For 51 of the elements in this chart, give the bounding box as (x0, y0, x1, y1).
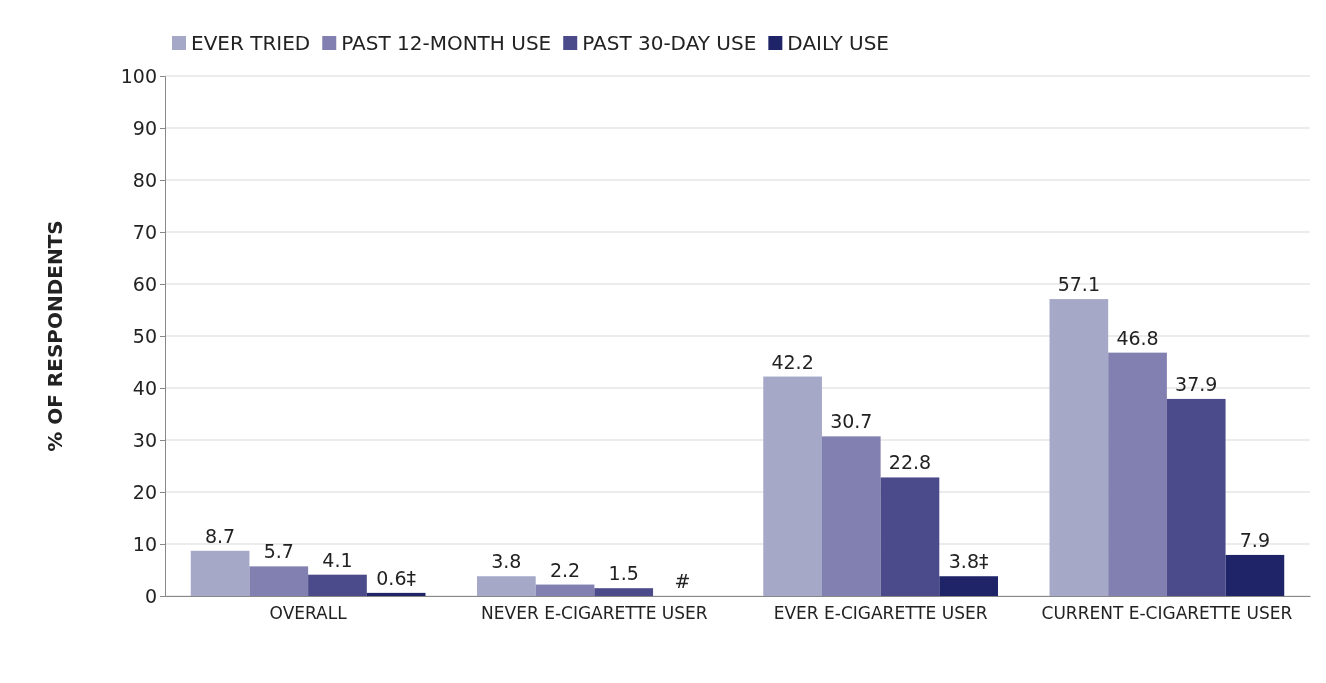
bar (594, 588, 654, 596)
data-label: 5.7 (263, 540, 294, 563)
bar (1225, 554, 1285, 596)
y-tick-label: 50 (132, 324, 157, 347)
data-label: 3.8 (491, 550, 522, 573)
data-label: 22.8 (888, 451, 932, 474)
bar (763, 376, 822, 596)
y-tick-label: 80 (132, 168, 157, 191)
data-label: 30.7 (830, 410, 873, 433)
data-label: 1.5 (608, 562, 639, 585)
x-tick-label: NEVER E-CIGARETTE USER (481, 603, 708, 624)
data-label: 42.2 (771, 350, 814, 373)
bar (249, 566, 309, 596)
legend-label: DAILY USE (787, 31, 890, 55)
bar (308, 574, 367, 596)
bar (1166, 398, 1226, 596)
bar (535, 584, 595, 596)
y-tick-label: 0 (144, 584, 157, 607)
data-label: 4.1 (322, 548, 353, 571)
legend-label: EVER TRIED (191, 31, 311, 55)
y-tick-label: 20 (132, 480, 157, 503)
bar (821, 436, 881, 596)
x-tick-label: OVERALL (269, 603, 348, 624)
bar (366, 592, 426, 596)
data-label: 2.2 (549, 558, 581, 581)
y-axis-title: % OF RESPONDENTS (43, 220, 67, 452)
data-label: 0.6‡ (376, 566, 417, 589)
y-tick-label: 90 (132, 116, 157, 139)
data-label: 8.7 (204, 524, 236, 547)
bar (939, 576, 998, 596)
bar (1108, 352, 1167, 596)
data-label: 3.8‡ (948, 550, 989, 573)
y-tick-label: 60 (132, 272, 157, 295)
data-label: 37.9 (1175, 372, 1218, 395)
data-label: 7.9 (1239, 528, 1271, 551)
legend-label: PAST 30-DAY USE (582, 31, 757, 55)
data-label: 57.1 (1057, 273, 1101, 296)
bar (880, 477, 940, 596)
x-tick-label: EVER E-CIGARETTE USER (773, 603, 988, 624)
bar (190, 550, 250, 596)
bar (477, 576, 536, 596)
x-tick-label: CURRENT E-CIGARETTE USER (1041, 603, 1293, 624)
y-tick-label: 70 (132, 220, 157, 243)
legend-label: PAST 12-MONTH USE (341, 31, 552, 55)
y-tick-label: 40 (132, 376, 157, 399)
y-tick-label: 10 (132, 532, 157, 555)
y-tick-label: 100 (120, 64, 157, 87)
y-tick-label: 30 (132, 428, 157, 451)
bar (1049, 299, 1109, 596)
data-label: 46.8 (1116, 326, 1159, 349)
text: # (674, 570, 691, 592)
